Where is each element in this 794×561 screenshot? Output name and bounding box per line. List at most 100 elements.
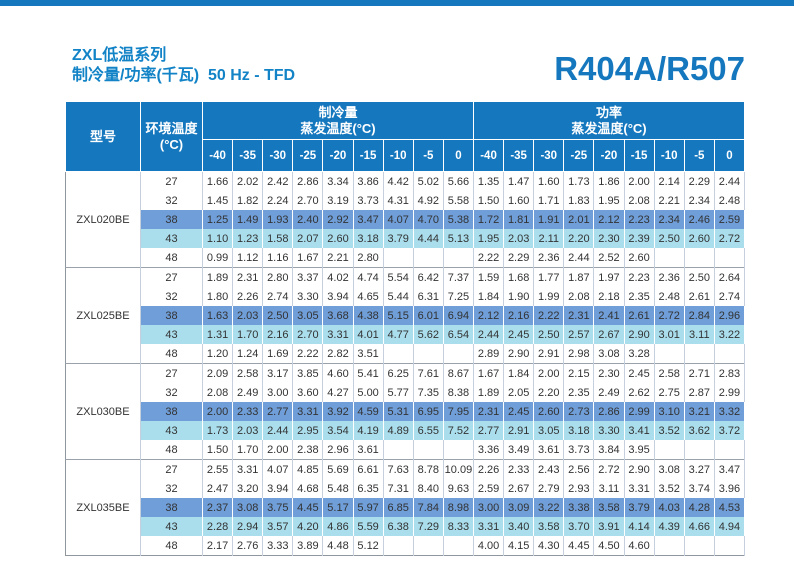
table-row: 43 2.28 2.94 3.57 4.20 4.86 5.59 6.38 7.29 8.33 3.… xyxy=(66,517,746,536)
power-value-cell: 1.81 xyxy=(503,210,535,229)
capacity-value-cell: 5.54 xyxy=(383,267,414,287)
ambient-temp-cell: 43 xyxy=(140,229,203,248)
power-value-cell: 2.22 xyxy=(473,248,505,268)
capacity-value-cell: 3.19 xyxy=(322,191,354,210)
power-value-cell: 1.84 xyxy=(473,287,505,306)
capacity-value-cell: 5.44 xyxy=(383,287,414,306)
capacity-value-cell: 3.34 xyxy=(322,171,354,191)
power-value-cell: 1.87 xyxy=(563,267,595,287)
power-value-cell: 2.71 xyxy=(684,363,715,383)
capacity-value-cell: 4.68 xyxy=(292,479,324,498)
power-value-cell: 2.90 xyxy=(624,459,655,479)
capacity-value-cell: 3.79 xyxy=(383,229,414,248)
evap-temp-header: -20 xyxy=(322,139,354,172)
power-value-cell: 3.41 xyxy=(624,421,655,440)
capacity-value-cell: 3.47 xyxy=(353,210,384,229)
power-value-cell: 3.38 xyxy=(563,498,595,517)
power-value-cell xyxy=(714,344,746,364)
capacity-value-cell: 8.33 xyxy=(443,517,474,536)
power-group-header: 功率 蒸发温度(°C) xyxy=(472,101,746,140)
table-row: 38 1.63 2.03 2.50 3.05 3.68 4.38 5.15 6.01 6.94 2.… xyxy=(66,306,746,325)
power-value-cell: 2.52 xyxy=(593,248,625,268)
evap-temp-header: -5 xyxy=(412,139,444,172)
capacity-value-cell: 3.20 xyxy=(232,479,264,498)
power-value-cell: 2.31 xyxy=(473,402,505,421)
power-value-cell: 2.05 xyxy=(503,383,535,402)
power-value-cell: 3.84 xyxy=(593,440,625,460)
capacity-value-cell: 6.01 xyxy=(413,306,444,325)
capacity-value-cell: 7.35 xyxy=(413,383,444,402)
capacity-value-cell: 2.82 xyxy=(322,344,354,364)
power-value-cell: 2.21 xyxy=(654,191,685,210)
power-value-cell: 3.70 xyxy=(563,517,595,536)
power-value-cell: 2.60 xyxy=(624,248,655,268)
ambient-header-line2: (°C) xyxy=(159,136,184,152)
power-value-cell: 3.31 xyxy=(624,479,655,498)
power-value-cell: 2.72 xyxy=(654,306,685,325)
power-value-cell: 2.99 xyxy=(714,383,746,402)
power-value-cell xyxy=(684,344,715,364)
capacity-value-cell: 3.75 xyxy=(262,498,294,517)
power-value-cell: 1.67 xyxy=(473,363,505,383)
power-value-cell: 3.52 xyxy=(654,479,685,498)
power-value-cell: 2.30 xyxy=(593,363,625,383)
power-value-cell xyxy=(684,440,715,460)
capacity-value-cell: 3.37 xyxy=(292,267,324,287)
capacity-value-cell: 2.00 xyxy=(262,440,294,460)
power-value-cell: 2.44 xyxy=(473,325,505,344)
capacity-value-cell: 6.31 xyxy=(413,287,444,306)
evap-temp-header: 0 xyxy=(713,139,746,172)
power-value-cell: 3.11 xyxy=(684,325,715,344)
capacity-value-cell: 0.99 xyxy=(202,248,234,268)
evap-temp-header: -15 xyxy=(352,139,384,172)
power-value-cell: 2.45 xyxy=(503,402,535,421)
table-row: ZXL035BE 27 2.55 3.31 4.07 4.85 5.69 6.61 7.63 8.… xyxy=(65,459,746,556)
power-value-cell: 2.26 xyxy=(473,459,505,479)
table-row: ZXL030BE 27 2.09 2.58 3.17 3.85 4.60 5.41 6.25 7.… xyxy=(65,363,746,460)
capacity-value-cell: 1.89 xyxy=(202,267,234,287)
power-value-cell: 1.72 xyxy=(473,210,505,229)
capacity-value-cell: 1.31 xyxy=(202,325,234,344)
capacity-value-cell: 5.58 xyxy=(443,191,474,210)
capacity-value-cell: 2.09 xyxy=(202,363,234,383)
capacity-value-cell: 2.31 xyxy=(232,267,264,287)
power-value-cell: 2.64 xyxy=(714,267,746,287)
power-value-cell: 3.28 xyxy=(624,344,655,364)
table-row: 32 1.45 1.82 2.24 2.70 3.19 3.73 4.31 4.92 5.58 1.… xyxy=(66,191,746,210)
power-value-cell: 2.67 xyxy=(503,479,535,498)
capacity-value-cell xyxy=(443,536,474,556)
ambient-temp-cell: 38 xyxy=(140,306,203,325)
capacity-value-cell: 4.48 xyxy=(322,536,354,556)
capacity-value-cell: 5.41 xyxy=(353,363,384,383)
power-value-cell: 2.20 xyxy=(533,383,565,402)
ambient-temp-cell: 38 xyxy=(140,402,203,421)
power-value-cell: 3.22 xyxy=(714,325,746,344)
power-value-cell: 3.32 xyxy=(714,402,746,421)
capacity-value-cell: 4.01 xyxy=(353,325,384,344)
spec-table: 型号 环境温度 (°C) 制冷量 蒸发温度(°C) 功率 蒸发温度(°C) -4… xyxy=(65,101,746,556)
power-value-cell xyxy=(684,248,715,268)
evap-temp-header: -25 xyxy=(292,139,324,172)
power-value-cell: 4.94 xyxy=(714,517,746,536)
evap-temp-header: -30 xyxy=(533,139,565,172)
power-value-cell: 1.95 xyxy=(473,229,505,248)
power-value-cell: 1.90 xyxy=(503,287,535,306)
power-value-cell: 2.43 xyxy=(533,459,565,479)
evap-temp-header: -35 xyxy=(503,139,535,172)
power-value-cell: 2.08 xyxy=(624,191,655,210)
power-value-cell: 4.66 xyxy=(684,517,715,536)
model-cell: ZXL030BE xyxy=(65,363,141,460)
power-value-cell: 1.71 xyxy=(533,191,565,210)
capacity-value-cell: 2.08 xyxy=(202,383,234,402)
ambient-temp-cell: 32 xyxy=(140,287,203,306)
power-value-cell: 2.50 xyxy=(533,325,565,344)
capacity-value-cell: 5.00 xyxy=(353,383,384,402)
power-value-cell: 2.59 xyxy=(473,479,505,498)
power-value-cell: 4.28 xyxy=(684,498,715,517)
capacity-value-cell: 4.38 xyxy=(353,306,384,325)
power-value-cell: 2.23 xyxy=(624,267,655,287)
ambient-temp-cell: 48 xyxy=(140,248,203,268)
power-value-cell: 3.18 xyxy=(563,421,595,440)
table-row: 38 2.00 2.33 2.77 3.31 3.92 4.59 5.31 6.95 7.95 2.… xyxy=(66,402,746,421)
power-value-cell: 2.90 xyxy=(624,325,655,344)
